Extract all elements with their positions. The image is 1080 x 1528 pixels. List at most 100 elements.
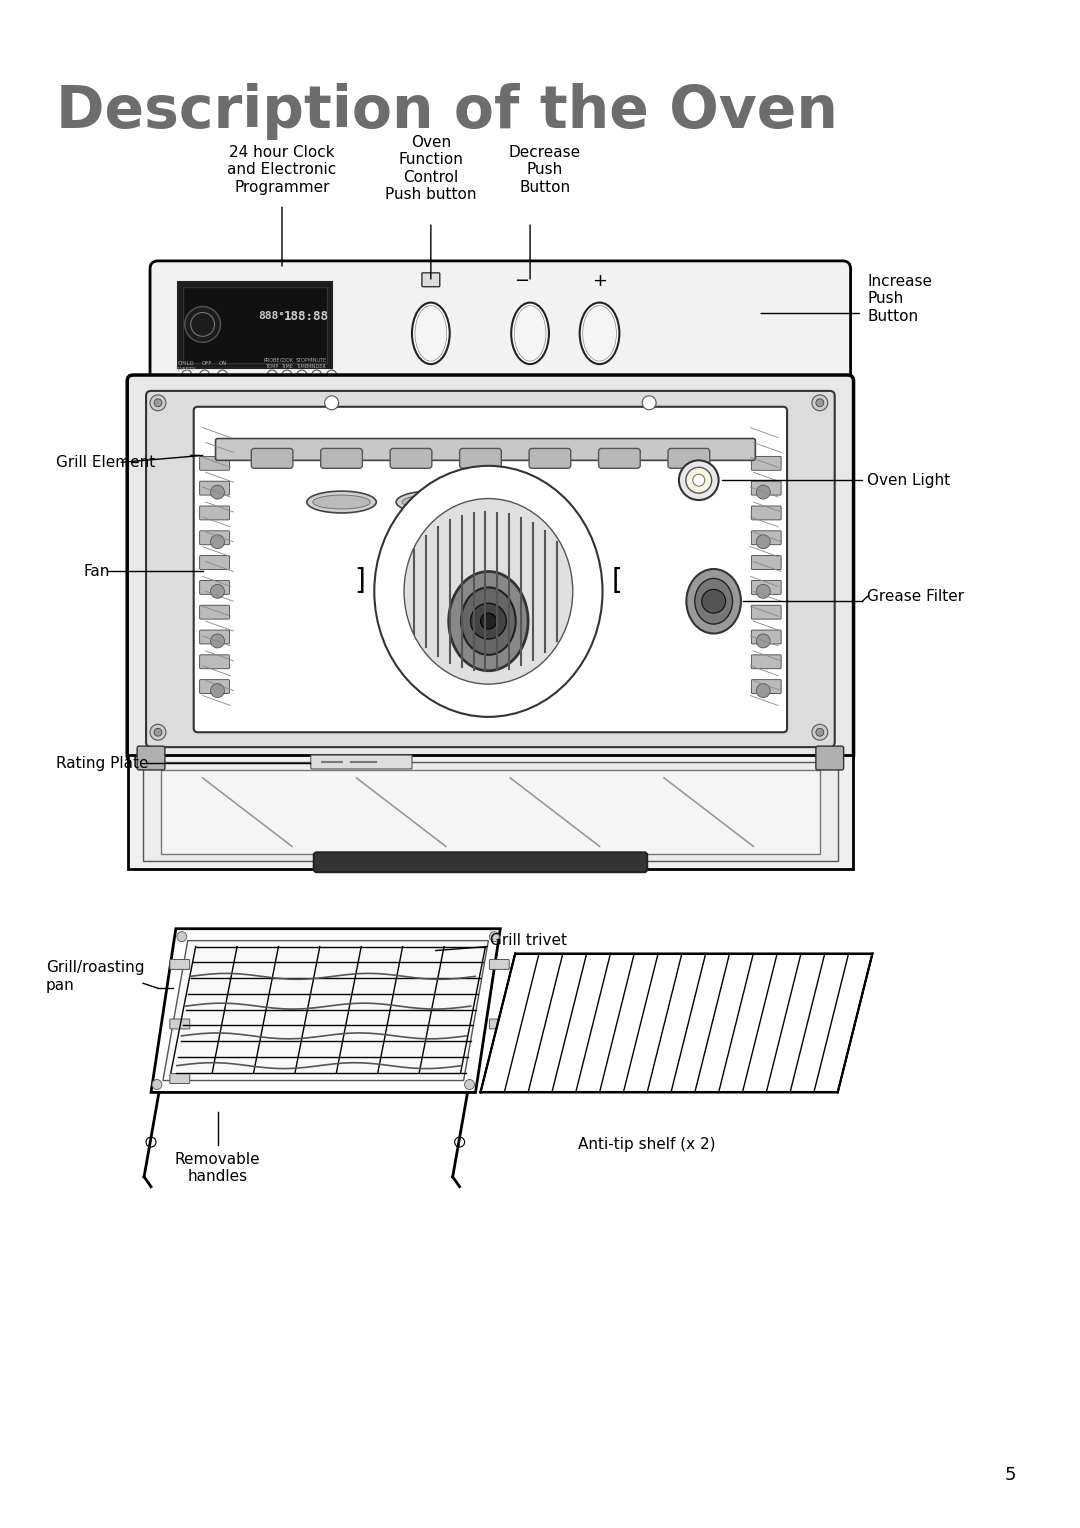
FancyBboxPatch shape — [752, 581, 781, 594]
Text: Removable
handles: Removable handles — [175, 1152, 260, 1184]
Circle shape — [812, 394, 827, 411]
FancyBboxPatch shape — [146, 391, 835, 747]
Circle shape — [211, 584, 225, 599]
Text: Rating Plate: Rating Plate — [56, 755, 148, 770]
FancyBboxPatch shape — [314, 853, 647, 872]
Text: Oven
Function
Control
Push button: Oven Function Control Push button — [386, 134, 476, 202]
FancyBboxPatch shape — [170, 1019, 190, 1028]
Text: OFF: OFF — [201, 361, 212, 367]
Polygon shape — [163, 941, 488, 1080]
FancyBboxPatch shape — [752, 630, 781, 643]
FancyBboxPatch shape — [752, 506, 781, 520]
FancyBboxPatch shape — [752, 530, 781, 544]
FancyBboxPatch shape — [489, 1074, 510, 1083]
FancyBboxPatch shape — [170, 960, 190, 969]
Text: +: + — [592, 272, 607, 290]
Ellipse shape — [461, 587, 515, 656]
Circle shape — [464, 1080, 474, 1089]
Circle shape — [692, 474, 705, 486]
Text: Increase
Push
Button: Increase Push Button — [867, 274, 932, 324]
Circle shape — [756, 634, 770, 648]
Ellipse shape — [415, 306, 447, 361]
Circle shape — [471, 604, 507, 639]
FancyBboxPatch shape — [200, 605, 229, 619]
Circle shape — [756, 584, 770, 599]
Text: CHILD
SAFETY: CHILD SAFETY — [176, 361, 195, 371]
Ellipse shape — [313, 495, 370, 509]
Circle shape — [154, 729, 162, 736]
FancyBboxPatch shape — [752, 556, 781, 570]
Ellipse shape — [580, 303, 620, 364]
Text: 188:88: 188:88 — [284, 310, 329, 322]
Circle shape — [146, 1137, 156, 1148]
Circle shape — [702, 590, 726, 613]
FancyBboxPatch shape — [170, 1074, 190, 1083]
Circle shape — [211, 535, 225, 549]
Text: Fan: Fan — [83, 564, 110, 579]
Ellipse shape — [694, 579, 732, 623]
Circle shape — [150, 394, 166, 411]
FancyBboxPatch shape — [321, 448, 363, 468]
Text: Grease Filter: Grease Filter — [867, 588, 964, 604]
FancyBboxPatch shape — [669, 448, 710, 468]
FancyBboxPatch shape — [752, 457, 781, 471]
Ellipse shape — [307, 490, 376, 513]
Circle shape — [455, 1137, 464, 1148]
Text: [: [ — [612, 567, 623, 596]
Text: MINUTE
MINDER: MINUTE MINDER — [307, 358, 326, 368]
Circle shape — [643, 396, 656, 410]
Text: Grill trivet: Grill trivet — [490, 934, 567, 949]
Circle shape — [211, 683, 225, 697]
FancyBboxPatch shape — [598, 448, 640, 468]
FancyBboxPatch shape — [200, 680, 229, 694]
Text: Grill/roasting
pan: Grill/roasting pan — [45, 960, 145, 993]
Circle shape — [489, 932, 499, 941]
Polygon shape — [161, 770, 820, 854]
Circle shape — [177, 932, 187, 941]
FancyBboxPatch shape — [216, 439, 755, 460]
Circle shape — [211, 634, 225, 648]
Text: 5: 5 — [1004, 1467, 1016, 1484]
Text: Grill Element: Grill Element — [56, 455, 156, 469]
FancyBboxPatch shape — [137, 746, 165, 770]
Circle shape — [686, 468, 712, 494]
FancyBboxPatch shape — [200, 530, 229, 544]
FancyBboxPatch shape — [200, 506, 229, 520]
FancyBboxPatch shape — [200, 581, 229, 594]
Text: STOP
TIME: STOP TIME — [296, 358, 308, 368]
FancyBboxPatch shape — [193, 406, 787, 732]
FancyBboxPatch shape — [752, 481, 781, 495]
FancyBboxPatch shape — [422, 274, 440, 287]
FancyBboxPatch shape — [200, 630, 229, 643]
Ellipse shape — [687, 568, 741, 634]
Ellipse shape — [448, 571, 528, 671]
FancyBboxPatch shape — [489, 1019, 510, 1028]
Ellipse shape — [375, 466, 603, 717]
Polygon shape — [481, 953, 873, 1093]
Text: 888°: 888° — [258, 312, 285, 321]
Text: COOK
TIME: COOK TIME — [280, 358, 294, 368]
Ellipse shape — [396, 490, 465, 513]
Text: −: − — [514, 272, 529, 290]
FancyBboxPatch shape — [252, 448, 293, 468]
Polygon shape — [129, 755, 852, 869]
FancyBboxPatch shape — [200, 656, 229, 669]
FancyBboxPatch shape — [752, 656, 781, 669]
FancyBboxPatch shape — [200, 457, 229, 471]
Circle shape — [152, 1080, 162, 1089]
Circle shape — [191, 313, 215, 336]
FancyBboxPatch shape — [127, 374, 853, 761]
Text: ON: ON — [218, 361, 227, 367]
Text: Decrease
Push
Button: Decrease Push Button — [509, 145, 581, 194]
FancyBboxPatch shape — [200, 481, 229, 495]
FancyBboxPatch shape — [752, 680, 781, 694]
FancyBboxPatch shape — [200, 556, 229, 570]
Polygon shape — [143, 762, 838, 862]
Circle shape — [812, 724, 827, 740]
Polygon shape — [151, 929, 500, 1093]
FancyBboxPatch shape — [150, 261, 851, 390]
FancyBboxPatch shape — [460, 448, 501, 468]
Text: PROBE
TEMP: PROBE TEMP — [264, 358, 281, 368]
FancyBboxPatch shape — [311, 755, 411, 769]
FancyBboxPatch shape — [489, 960, 510, 969]
